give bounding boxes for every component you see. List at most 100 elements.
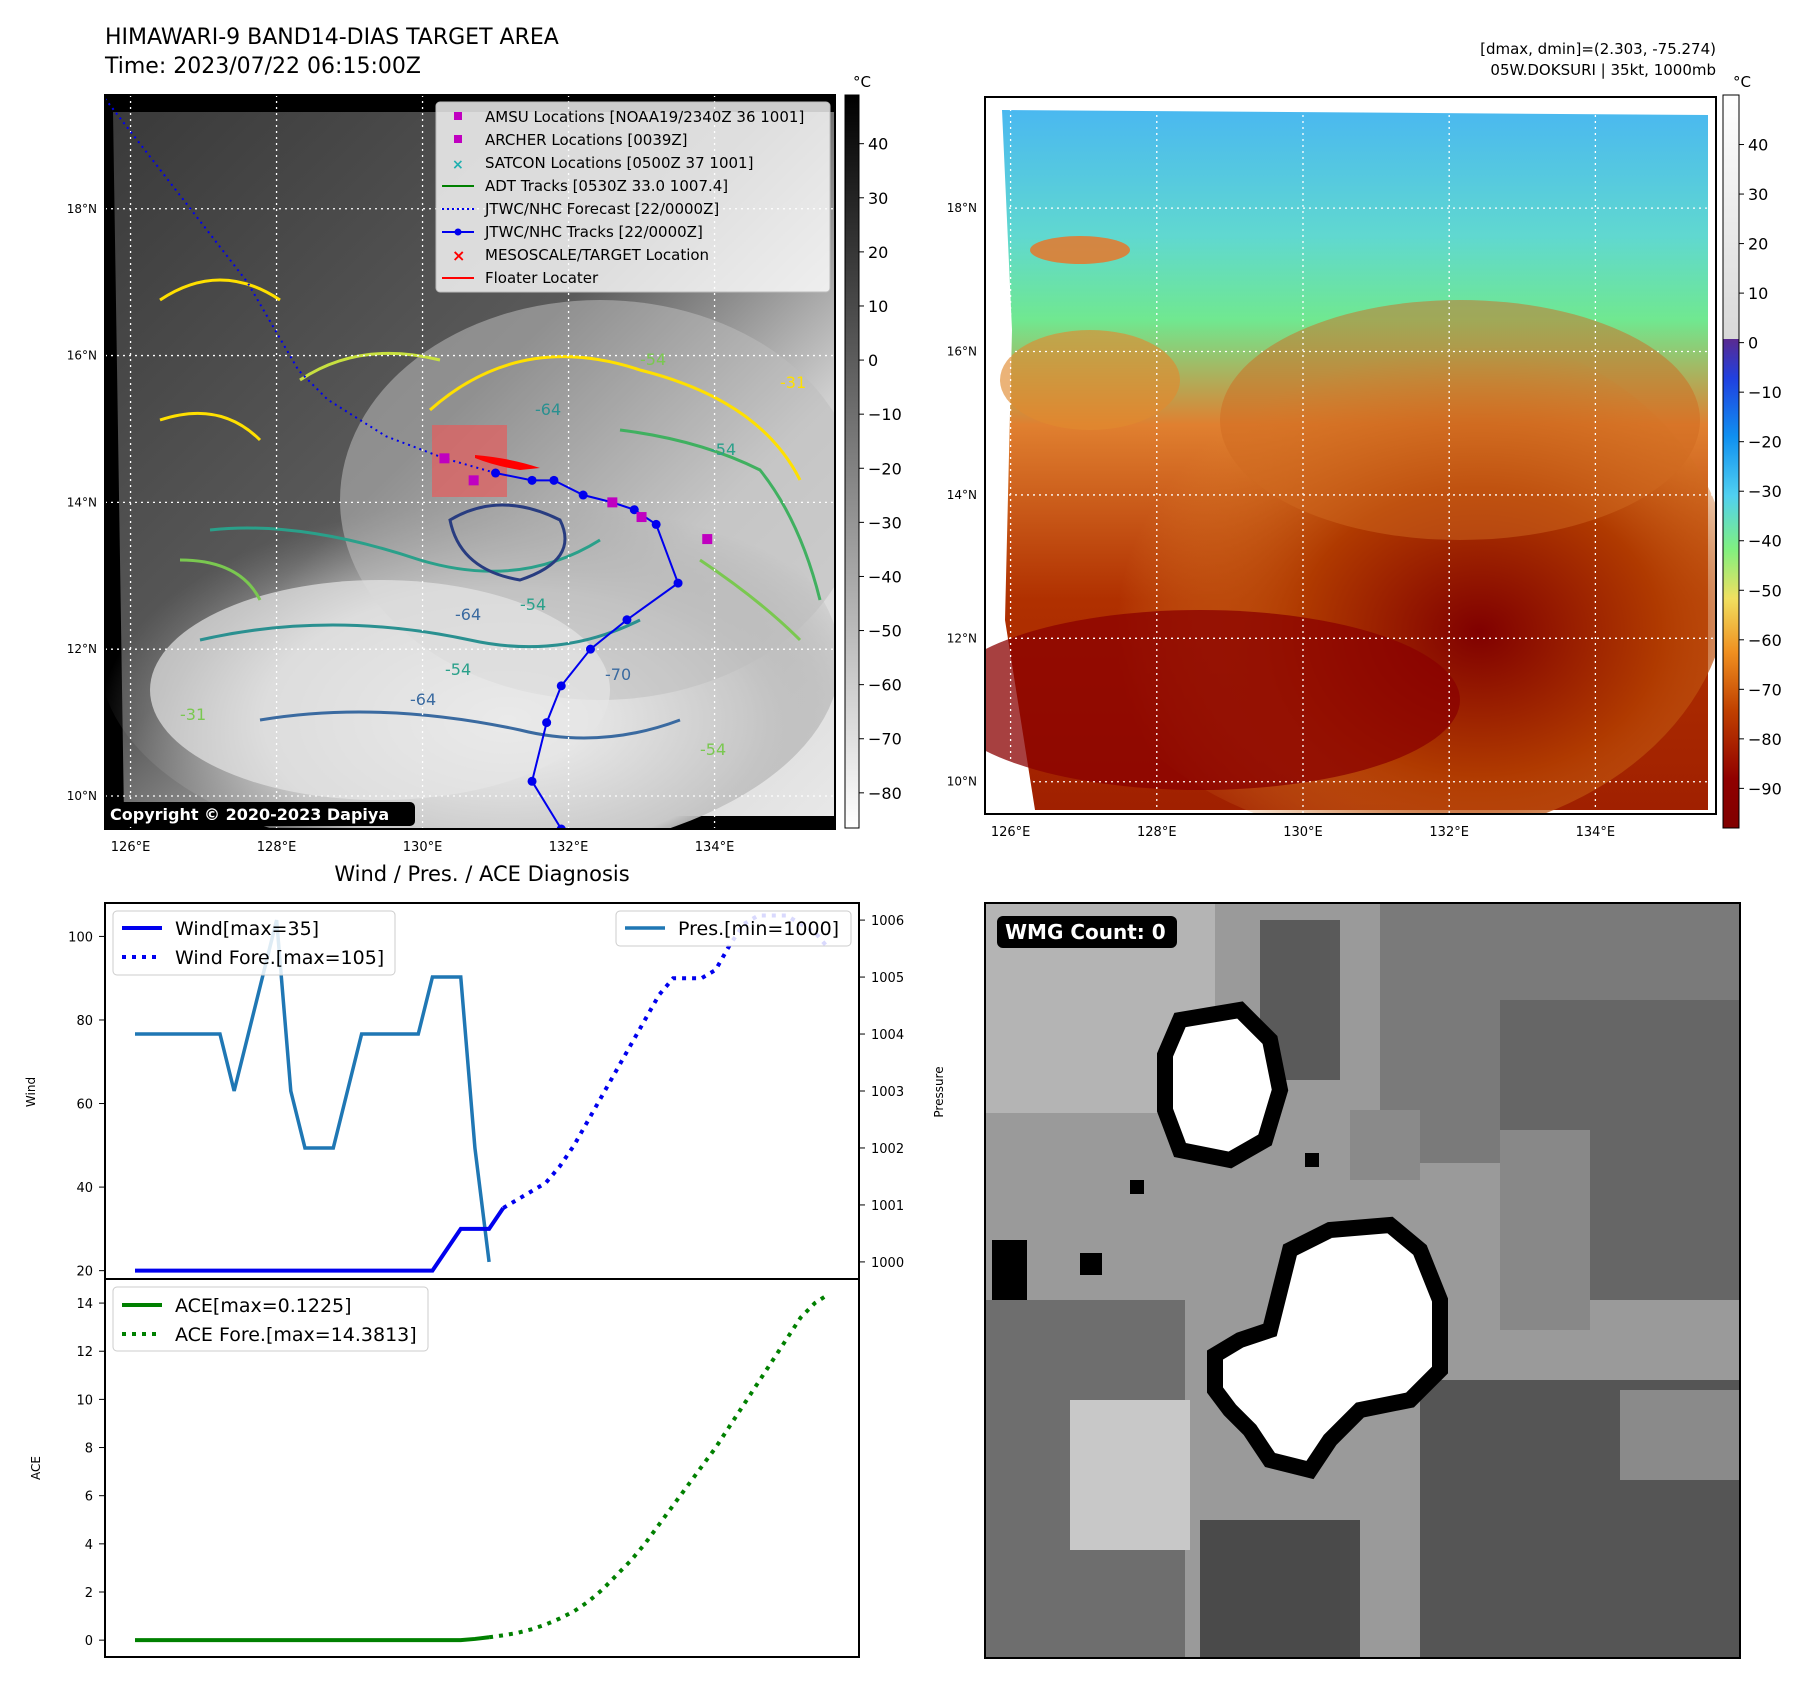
ace-tick-label: 10	[76, 1393, 93, 1408]
pressure-series-line	[135, 919, 491, 1263]
lon-tick-label: 126°E	[991, 825, 1031, 840]
amsu-legend-marker	[454, 112, 462, 120]
lon-tick-label: 130°E	[403, 840, 443, 855]
contour-labels: -54 -64 -31 -54 -64 -54 -64 -54 -70 -54 …	[180, 350, 806, 759]
colorbar-tick-label: −20	[1748, 433, 1782, 452]
colorbar-tick-label: 30	[1748, 185, 1768, 204]
wind-tick-label: 100	[68, 930, 93, 945]
colorbar-tick-label: −90	[1748, 779, 1782, 798]
track-point	[578, 490, 588, 500]
legend-target: MESOSCALE/TARGET Location	[485, 246, 709, 264]
pressure-legend-label: Pres.[min=1000]	[678, 918, 839, 940]
track-point	[585, 644, 595, 654]
ace-tick-label: 12	[76, 1345, 93, 1360]
lat-tick-label: 10°N	[947, 775, 977, 789]
colorbar-tick-label: −80	[868, 784, 902, 803]
pressure-tick-label: 1000	[871, 1256, 904, 1271]
ir-map-panel: -54 -64 -31 -54 -64 -54 -64 -54 -70 -54 …	[67, 94, 836, 855]
track-point	[556, 681, 566, 691]
pressure-tick-label: 1004	[871, 1028, 904, 1043]
colorbar-color-unit: °C	[1733, 73, 1751, 91]
contour-label: -54	[520, 595, 546, 614]
pressure-axis-label: Pressure	[932, 1066, 946, 1117]
figure-time: Time: 2023/07/22 06:15:00Z	[104, 54, 421, 79]
lat-tick-label: 18°N	[947, 201, 977, 215]
colorbar-color: °C 40 30 20 10 0 −10 −20 −30 −40 −50 −60 −70 −80 −90	[1722, 73, 1782, 829]
ace-tick-label: 4	[85, 1538, 93, 1553]
colorbar-gray-unit: °C	[853, 73, 871, 91]
colorbar-tick-label: −80	[1748, 730, 1782, 749]
map2-axis-ticks: 126°E 128°E 130°E 132°E 134°E 18°N 16°N 14°N 12°…	[947, 201, 1615, 840]
colorbar-tick-label: −10	[1748, 383, 1782, 402]
lat-tick-label: 16°N	[947, 345, 977, 359]
storm-info-label: 05W.DOKSURI | 35kt, 1000mb	[1490, 61, 1716, 79]
wind-tick-label: 60	[76, 1098, 93, 1113]
track-point	[622, 615, 632, 625]
colorbar-tick-label: −10	[868, 405, 902, 424]
legend-forecast: JTWC/NHC Forecast [22/0000Z]	[484, 200, 719, 218]
wind-legend: Wind[max=35] Wind Fore.[max=105]	[112, 910, 396, 976]
track-point	[651, 519, 661, 529]
track-legend-dot	[454, 228, 462, 236]
lat-tick-label: 14°N	[67, 495, 97, 509]
track-point	[542, 718, 552, 728]
lon-tick-label: 134°E	[1576, 825, 1616, 840]
colorbar-tick-label: −30	[1748, 482, 1782, 501]
colorbar-tick-label: −60	[868, 676, 902, 695]
ace-tick-label: 2	[85, 1586, 93, 1601]
colorbar-tick-label: 20	[868, 243, 888, 262]
track-point	[527, 475, 537, 485]
ace-chart: 0 2 4 6 8 10 12 14 ACE ACE[max=0.1225] ACE Fore…	[29, 1278, 860, 1658]
target-legend-marker: ×	[452, 246, 465, 265]
track-point	[491, 468, 501, 478]
pressure-tick-label: 1002	[871, 1142, 904, 1157]
ace-tick-label: 14	[76, 1297, 93, 1312]
legend-archer: ARCHER Locations [0039Z]	[485, 131, 688, 149]
contour-label: -64	[535, 400, 561, 419]
ace-fore-legend-label: ACE Fore.[max=14.3813]	[175, 1324, 417, 1346]
colorbar-tick-label: 40	[868, 135, 888, 154]
wind-axis-ticks: 20 40 60 80 100	[68, 930, 105, 1280]
lon-tick-label: 128°E	[257, 840, 297, 855]
colorbar-tick-label: −60	[1748, 631, 1782, 650]
amsu-point	[468, 475, 479, 486]
color-ir-map-panel: 126°E 128°E 130°E 132°E 134°E 18°N 16°N 14°N 12°…	[947, 96, 1717, 840]
contour-label: -54	[640, 350, 666, 369]
ace-series-line	[135, 1635, 490, 1643]
map-legend: AMSU Locations [NOAA19/2340Z 36 1001] AR…	[435, 101, 831, 293]
ace-axis-ticks: 0 2 4 6 8 10 12 14	[76, 1297, 105, 1649]
colorbar-tick-label: −50	[868, 622, 902, 641]
contour-label: -70	[605, 665, 631, 684]
map-gridlines	[105, 95, 835, 829]
colorbar-tick-label: −50	[1748, 581, 1782, 600]
legend-satcon: SATCON Locations [0500Z 37 1001]	[485, 154, 753, 172]
ace-tick-label: 8	[85, 1442, 93, 1457]
lat-tick-label: 16°N	[67, 349, 97, 363]
legend-adt: ADT Tracks [0530Z 33.0 1007.4]	[485, 177, 728, 195]
map1-axis-ticks: 126°E 128°E 130°E 132°E 134°E 18°N 16°N 14°N 12°…	[67, 202, 735, 855]
lat-tick-label: 14°N	[947, 488, 977, 502]
lat-tick-label: 12°N	[67, 642, 97, 656]
dmax-dmin-label: [dmax, dmin]=(2.303, -75.274)	[1480, 40, 1716, 58]
amsu-point	[607, 497, 618, 508]
contour-label: -54	[445, 660, 471, 679]
wind-fore-legend-label: Wind Fore.[max=105]	[175, 947, 384, 969]
colorbar-tick-label: −40	[868, 567, 902, 586]
colorbar-tick-label: 20	[1748, 235, 1768, 254]
contour-label: -54	[700, 740, 726, 759]
amsu-point	[702, 534, 713, 545]
copyright-label: Copyright © 2020-2023 Dapiya	[110, 805, 389, 824]
wind-pressure-chart: 20 40 60 80 100 1000 1001 1002 1003 1004 1005 1006…	[24, 902, 946, 1280]
pressure-tick-label: 1003	[871, 1085, 904, 1100]
ace-forecast-series-line	[488, 1292, 831, 1640]
colorbar-tick-label: −70	[1748, 680, 1782, 699]
wind-tick-label: 80	[76, 1014, 93, 1029]
archer-legend-marker	[454, 135, 462, 143]
colorbar-tick-label: 10	[868, 297, 888, 316]
wmg-count-label: WMG Count: 0	[1005, 920, 1166, 944]
wind-legend-label: Wind[max=35]	[175, 918, 319, 940]
pressure-tick-label: 1005	[871, 971, 904, 986]
lon-tick-label: 128°E	[1137, 825, 1177, 840]
colorbar-gray: °C 40 30 20 10 0 −10 −20 −30 −40 −50 −60 −70 −80	[844, 73, 902, 829]
contour-label: -64	[410, 690, 436, 709]
